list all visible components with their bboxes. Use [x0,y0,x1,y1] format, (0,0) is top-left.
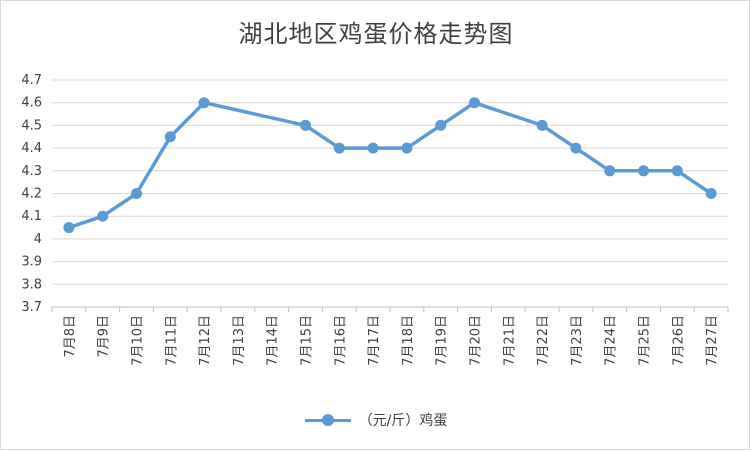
data-point [63,222,75,234]
legend-series-label: （元/斤）鸡蛋 [358,413,448,429]
data-point [435,119,447,131]
data-point [367,142,379,154]
x-tick-label: 7月25日 [638,315,653,366]
x-tick-label: 7月22日 [536,315,551,366]
x-tick-label: 7月17日 [367,315,382,366]
x-tick-label: 7月9日 [97,315,112,358]
grid-lines [52,79,728,308]
x-tick-label: 7月15日 [300,315,315,366]
x-tick-label: 7月27日 [705,315,720,366]
legend-series-marker [304,414,351,426]
x-tick-label: 7月8日 [63,315,78,358]
data-point [705,188,717,199]
y-tick-label: 3.8 [21,277,42,292]
x-tick-label: 7月11日 [164,315,179,366]
data-point [570,142,582,154]
y-tick-label: 4.2 [21,187,42,202]
data-point [671,165,683,177]
data-point [401,142,413,154]
data-point [469,97,480,109]
data-point [604,165,616,177]
x-tick-label: 7月16日 [333,315,348,366]
series-line [67,100,713,230]
y-tick-label: 3.7 [21,300,42,315]
x-tick-label: 7月10日 [131,315,146,366]
x-tick-label: 7月18日 [401,315,416,366]
x-tick-label: 7月20日 [469,315,484,366]
x-tick-label: 7月23日 [570,315,585,366]
y-tick-label: 4.4 [21,141,42,156]
y-tick-label: 4.3 [21,164,42,179]
legend: （元/斤）鸡蛋 [0,407,752,433]
data-point [638,165,649,177]
data-point [536,119,548,131]
series-group [63,97,717,234]
chart-title: 湖北地区鸡蛋价格走势图 [238,20,514,48]
data-point [333,142,345,154]
data-point [198,97,210,109]
x-tick-label: 7月19日 [435,315,450,366]
x-tick-label: 7月26日 [671,315,686,366]
y-tick-label: 4 [34,232,42,247]
y-tick-label: 4.7 [21,73,42,88]
y-tick-label: 4.1 [21,209,42,224]
x-axis: 7月8日 7月9日 7月10日 7月11日 7月12日 7月13日 7月14日 7月15日 7月… [51,306,729,366]
y-tick-label: 4.6 [21,96,42,111]
y-tick-label: 4.5 [21,118,42,133]
data-point [131,188,142,199]
data-point [300,119,311,131]
y-axis-ticks: 3.7 3.8 3.9 4 4.1 4.2 4.3 4.4 4.5 4.6 4.7 [21,73,42,315]
x-tick-label: 7月21日 [502,315,517,366]
y-tick-label: 3.9 [21,255,42,270]
data-point [164,131,176,143]
x-tick-label: 7月24日 [604,315,619,366]
x-tick-label: 7月12日 [198,315,213,366]
x-tick-label: 7月13日 [232,315,247,366]
x-tick-label: 7月14日 [266,315,281,366]
data-point [97,210,109,222]
